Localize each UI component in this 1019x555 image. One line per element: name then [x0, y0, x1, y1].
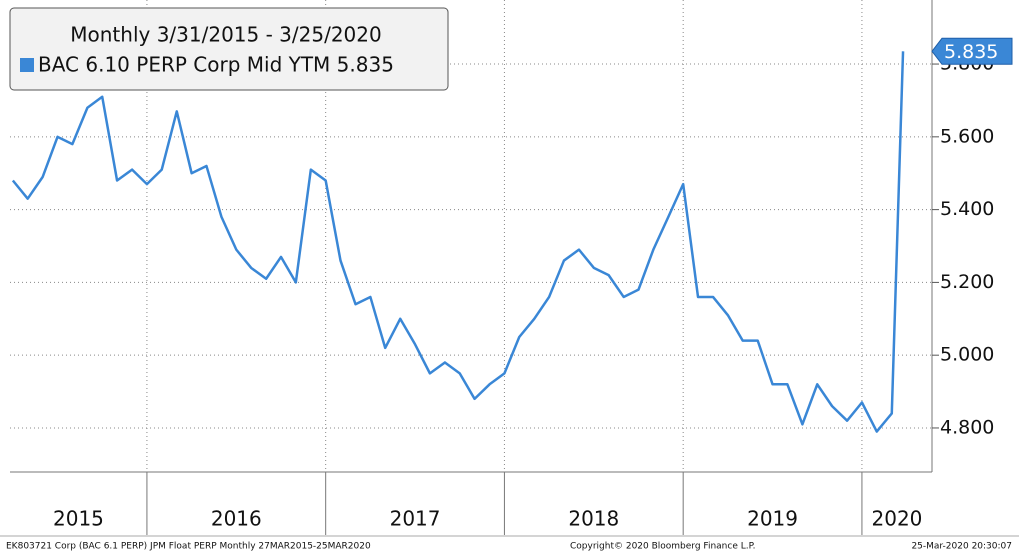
- last-value-flag: [931, 37, 1013, 65]
- x-tick-label: 2015: [53, 507, 104, 531]
- x-tick-label: 2016: [211, 507, 262, 531]
- legend-box: [9, 7, 449, 91]
- x-tick-label: 2019: [747, 507, 798, 531]
- data-line: [11, 51, 905, 433]
- x-tick-label: 2018: [568, 507, 619, 531]
- last-value-label: 5.835: [944, 41, 998, 63]
- footer-left: EK803721 Corp (BAC 6.1 PERP) JPM Float P…: [6, 542, 371, 552]
- x-tick-label: 2017: [390, 507, 441, 531]
- footer-right: 25-Mar-2020 20:30:07: [911, 542, 1012, 552]
- footer-center: Copyright© 2020 Bloomberg Finance L.P.: [570, 542, 755, 552]
- y-tick-label: 4.800: [940, 416, 994, 438]
- legend-swatch: [20, 58, 34, 72]
- y-tick-label: 5.600: [940, 125, 994, 147]
- x-tick-label: 2020: [872, 507, 923, 531]
- y-tick-label: 5.400: [940, 198, 994, 220]
- legend-label: BAC 6.10 PERP Corp Mid YTM 5.835: [38, 53, 394, 77]
- y-tick-label: 5.200: [940, 271, 994, 293]
- legend-title: Monthly 3/31/2015 - 3/25/2020: [70, 23, 381, 47]
- y-tick-label: 5.000: [940, 344, 994, 366]
